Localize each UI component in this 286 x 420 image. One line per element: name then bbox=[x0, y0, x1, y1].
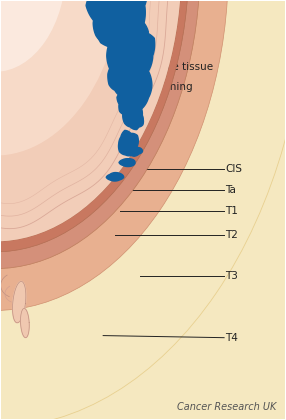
Polygon shape bbox=[117, 89, 133, 114]
Polygon shape bbox=[126, 147, 142, 156]
Polygon shape bbox=[106, 173, 124, 181]
Polygon shape bbox=[119, 159, 135, 167]
Wedge shape bbox=[0, 0, 123, 155]
Text: T4: T4 bbox=[226, 333, 239, 343]
Wedge shape bbox=[0, 0, 188, 252]
Polygon shape bbox=[107, 23, 155, 86]
Text: Muscle: Muscle bbox=[112, 43, 148, 53]
Polygon shape bbox=[108, 55, 134, 96]
Text: Fat: Fat bbox=[20, 14, 35, 24]
Wedge shape bbox=[0, 0, 229, 310]
Polygon shape bbox=[89, 0, 137, 20]
Polygon shape bbox=[134, 80, 150, 102]
Polygon shape bbox=[117, 10, 135, 37]
Text: T3: T3 bbox=[226, 271, 239, 281]
Polygon shape bbox=[131, 111, 144, 127]
Polygon shape bbox=[86, 0, 148, 48]
Polygon shape bbox=[21, 308, 29, 338]
Polygon shape bbox=[119, 65, 152, 108]
Polygon shape bbox=[93, 0, 131, 47]
Text: Bladder lining: Bladder lining bbox=[120, 82, 193, 92]
Wedge shape bbox=[0, 0, 200, 269]
Text: Ta: Ta bbox=[226, 185, 237, 195]
Text: Cancer Research UK: Cancer Research UK bbox=[177, 402, 277, 412]
Text: T1: T1 bbox=[226, 206, 239, 216]
Polygon shape bbox=[114, 9, 148, 53]
Text: Connective tissue: Connective tissue bbox=[120, 62, 213, 72]
Wedge shape bbox=[0, 0, 66, 72]
Polygon shape bbox=[13, 281, 26, 323]
Wedge shape bbox=[0, 0, 181, 241]
Polygon shape bbox=[91, 0, 116, 18]
Polygon shape bbox=[123, 100, 142, 130]
Text: T2: T2 bbox=[226, 230, 239, 240]
Polygon shape bbox=[118, 130, 138, 156]
Text: CIS: CIS bbox=[226, 164, 243, 174]
Polygon shape bbox=[128, 49, 148, 75]
